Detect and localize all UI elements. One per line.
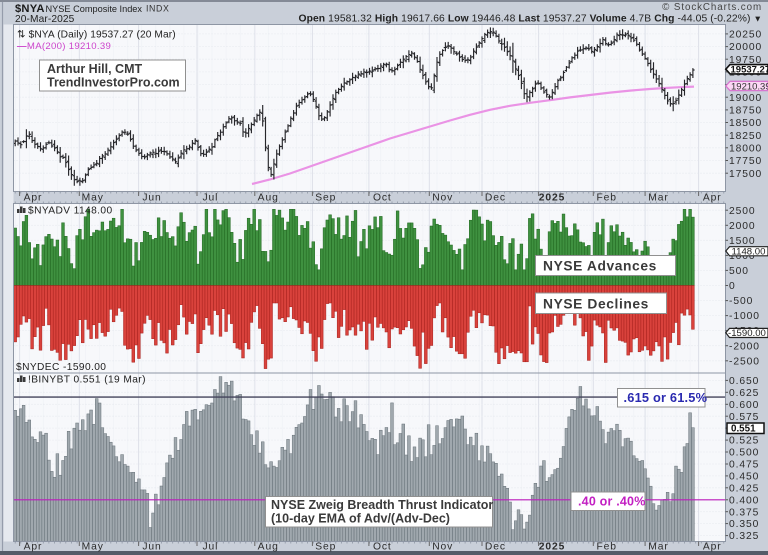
svg-text:0.650: 0.650 bbox=[729, 376, 759, 387]
svg-text:.40 or .40%: .40 or .40% bbox=[578, 495, 646, 509]
svg-text:Mar: Mar bbox=[648, 542, 668, 553]
svg-text:.615 or 61.5%: .615 or 61.5% bbox=[624, 390, 708, 405]
svg-text:0: 0 bbox=[729, 281, 736, 292]
svg-text:20000: 20000 bbox=[729, 42, 762, 53]
svg-text:18500: 18500 bbox=[729, 118, 762, 129]
svg-text:-1000: -1000 bbox=[729, 311, 760, 322]
svg-text:0.425: 0.425 bbox=[729, 483, 759, 494]
svg-text:Nov: Nov bbox=[432, 542, 453, 553]
svg-text:⇅ $NYA (Daily) 19537.27 (20 Ma: ⇅ $NYA (Daily) 19537.27 (20 Mar) bbox=[17, 30, 176, 41]
svg-text:Aug: Aug bbox=[258, 193, 279, 204]
svg-text:Apr: Apr bbox=[24, 542, 43, 553]
svg-text:Feb: Feb bbox=[596, 542, 616, 553]
svg-text:NYSE Declines: NYSE Declines bbox=[543, 296, 649, 311]
svg-text:500: 500 bbox=[729, 266, 749, 277]
svg-text:Mar: Mar bbox=[648, 193, 668, 204]
svg-text:0.551: 0.551 bbox=[731, 424, 756, 435]
svg-text:20250: 20250 bbox=[729, 30, 762, 41]
svg-text:-1590.00: -1590.00 bbox=[728, 328, 766, 339]
svg-text:2000: 2000 bbox=[729, 221, 756, 232]
svg-text:1148.00: 1148.00 bbox=[732, 247, 766, 258]
svg-text:INDX: INDX bbox=[146, 4, 169, 14]
svg-text:2025: 2025 bbox=[539, 542, 566, 553]
svg-text:© StockCharts.com: © StockCharts.com bbox=[662, 2, 762, 13]
svg-text:—MA(200) 19210.39: —MA(200) 19210.39 bbox=[17, 41, 111, 52]
svg-text:0.475: 0.475 bbox=[729, 460, 759, 471]
svg-text:0.375: 0.375 bbox=[729, 507, 759, 518]
svg-text:0.450: 0.450 bbox=[729, 472, 759, 483]
svg-text:19537.27: 19537.27 bbox=[731, 65, 768, 76]
svg-text:-2000: -2000 bbox=[729, 341, 760, 352]
svg-text:0.625: 0.625 bbox=[729, 388, 759, 399]
svg-text:Dec: Dec bbox=[485, 542, 506, 553]
svg-text:May: May bbox=[82, 542, 104, 553]
svg-text:0.325: 0.325 bbox=[729, 531, 759, 542]
svg-text:0.575: 0.575 bbox=[729, 412, 759, 423]
svg-text:20-Mar-2025: 20-Mar-2025 bbox=[15, 14, 75, 25]
svg-text:-2500: -2500 bbox=[729, 356, 760, 367]
svg-text:Jul: Jul bbox=[202, 193, 218, 204]
svg-text:0.600: 0.600 bbox=[729, 400, 759, 411]
svg-text:0.500: 0.500 bbox=[729, 448, 759, 459]
svg-text:May: May bbox=[82, 193, 104, 204]
svg-text:18000: 18000 bbox=[729, 143, 762, 154]
svg-text:1500: 1500 bbox=[729, 236, 756, 247]
svg-text:0.525: 0.525 bbox=[729, 436, 759, 447]
svg-text:19750: 19750 bbox=[729, 55, 762, 66]
svg-text:!BINYBT 0.551 (19 Mar): !BINYBT 0.551 (19 Mar) bbox=[28, 375, 146, 386]
svg-text:Jun: Jun bbox=[142, 193, 161, 204]
svg-text:18250: 18250 bbox=[729, 131, 762, 142]
svg-text:Aug: Aug bbox=[258, 542, 279, 553]
svg-text:19210.39: 19210.39 bbox=[731, 81, 768, 92]
svg-text:Sep: Sep bbox=[315, 542, 336, 553]
svg-text:Apr: Apr bbox=[703, 542, 722, 553]
svg-text:0.400: 0.400 bbox=[729, 495, 759, 506]
svg-text:Jun: Jun bbox=[142, 542, 161, 553]
svg-text:18750: 18750 bbox=[729, 106, 762, 117]
svg-text:TrendInvestorPro.com: TrendInvestorPro.com bbox=[47, 76, 180, 90]
svg-text:Oct: Oct bbox=[373, 542, 392, 553]
svg-text:19000: 19000 bbox=[729, 93, 762, 104]
svg-text:Jul: Jul bbox=[202, 542, 218, 553]
svg-text:Arthur Hill, CMT: Arthur Hill, CMT bbox=[47, 62, 142, 76]
svg-text:2500: 2500 bbox=[729, 206, 756, 217]
svg-text:NYSE Advances: NYSE Advances bbox=[543, 258, 657, 273]
svg-text:-500: -500 bbox=[729, 296, 753, 307]
svg-text:Apr: Apr bbox=[703, 193, 722, 204]
svg-text:NYSE Composite Index: NYSE Composite Index bbox=[46, 4, 143, 14]
svg-text:17750: 17750 bbox=[729, 156, 762, 167]
svg-text:Dec: Dec bbox=[485, 193, 506, 204]
svg-text:0.350: 0.350 bbox=[729, 519, 759, 530]
svg-text:Oct: Oct bbox=[373, 193, 392, 204]
svg-text:17500: 17500 bbox=[729, 169, 762, 180]
svg-text:$NYA: $NYA bbox=[15, 3, 45, 15]
svg-text:Apr: Apr bbox=[24, 193, 43, 204]
svg-text:NYSE Zweig Breadth Thrust Indi: NYSE Zweig Breadth Thrust Indicator bbox=[271, 498, 493, 512]
svg-text:$NYADV 1148.00: $NYADV 1148.00 bbox=[28, 206, 113, 217]
svg-text:2025: 2025 bbox=[539, 193, 566, 204]
svg-text:(10-day EMA of Adv/(Adv-Dec): (10-day EMA of Adv/(Adv-Dec) bbox=[271, 512, 450, 526]
svg-text:Feb: Feb bbox=[596, 193, 616, 204]
svg-text:$NYDEC -1590.00: $NYDEC -1590.00 bbox=[16, 362, 106, 373]
svg-text:Open 19581.32 High 19617.66 Lo: Open 19581.32 High 19617.66 Low 19446.48… bbox=[298, 14, 762, 25]
svg-text:Sep: Sep bbox=[315, 193, 336, 204]
svg-text:1000: 1000 bbox=[729, 251, 756, 262]
svg-text:Nov: Nov bbox=[432, 193, 453, 204]
